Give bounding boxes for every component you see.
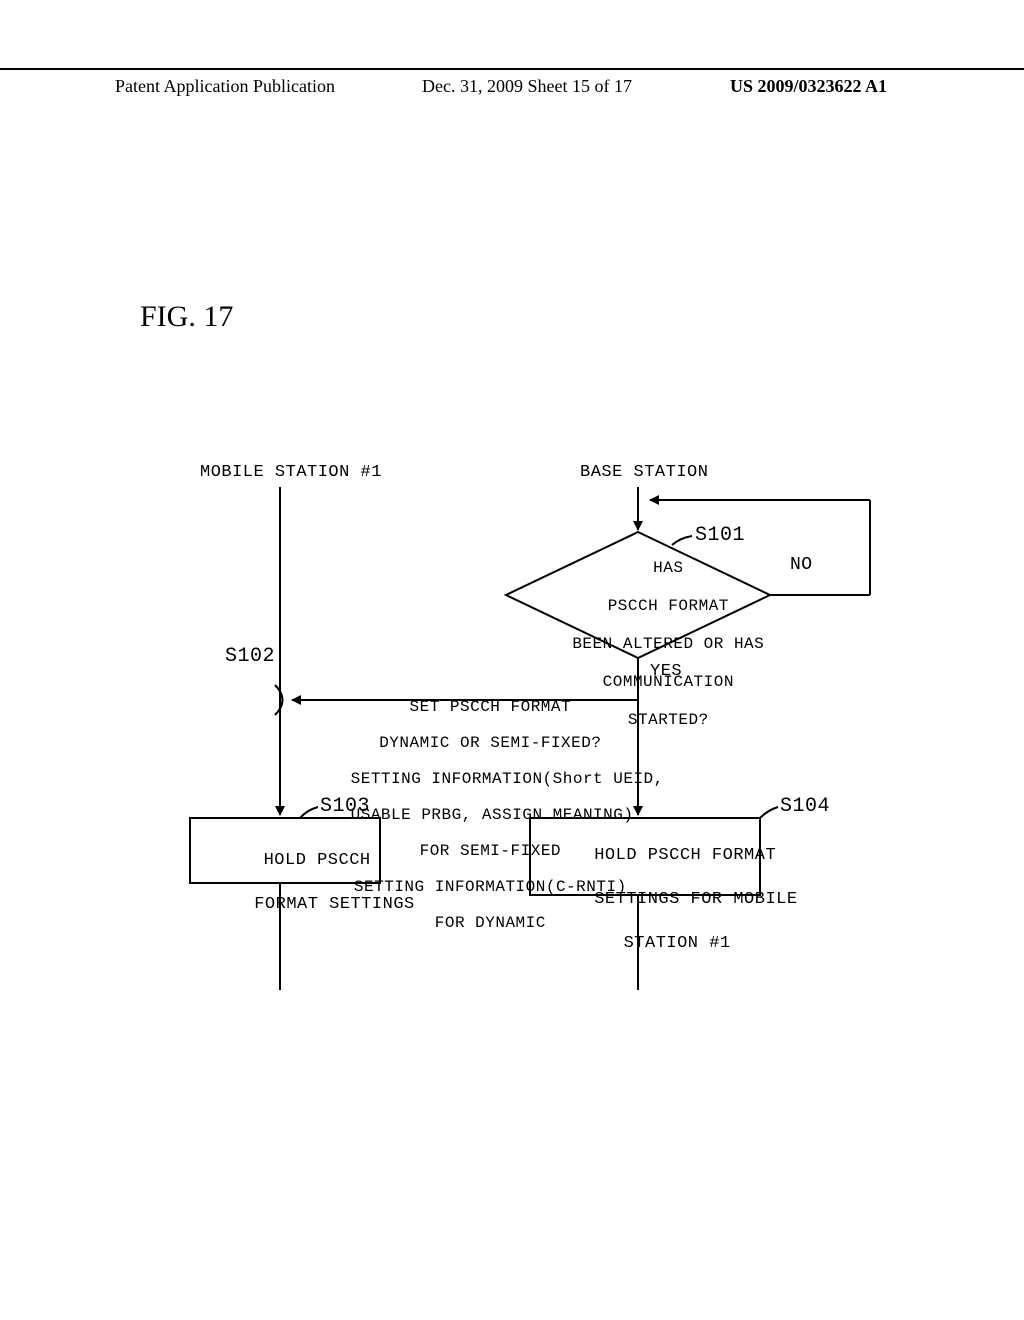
box-left-line2: FORMAT SETTINGS — [254, 895, 415, 914]
msg-line4: USABLE PRBG, ASSIGN MEANING) — [351, 806, 634, 824]
msg-line3: SETTING INFORMATION(Short UEID, — [351, 770, 664, 788]
decision-line1: HAS — [653, 559, 683, 577]
box-left-line1: HOLD PSCCH — [264, 851, 371, 870]
page-container: Patent Application Publication Dec. 31, … — [0, 0, 1024, 1320]
box-right-line2: SETTINGS FOR MOBILE — [594, 890, 797, 909]
box-right-text: HOLD PSCCH FORMAT SETTINGS FOR MOBILE ST… — [530, 823, 760, 977]
s102-label: S102 — [225, 645, 275, 668]
decision-line2: PSCCH FORMAT — [608, 597, 729, 615]
decision-line3: BEEN ALTERED OR HAS — [572, 635, 764, 653]
box-right-line3: STATION #1 — [624, 934, 731, 953]
decision-line5: STARTED? — [628, 711, 709, 729]
msg-line2: DYNAMIC OR SEMI-FIXED? — [379, 734, 601, 752]
msg-line1: SET PSCCH FORMAT — [409, 698, 571, 716]
base-station-label: BASE STATION — [580, 463, 708, 482]
mobile-station-label: MOBILE STATION #1 — [200, 463, 382, 482]
box-left-text: HOLD PSCCH FORMAT SETTINGS — [190, 828, 380, 938]
box-right-line1: HOLD PSCCH FORMAT — [594, 846, 776, 865]
no-label: NO — [790, 555, 813, 575]
s104-label: S104 — [780, 795, 830, 818]
